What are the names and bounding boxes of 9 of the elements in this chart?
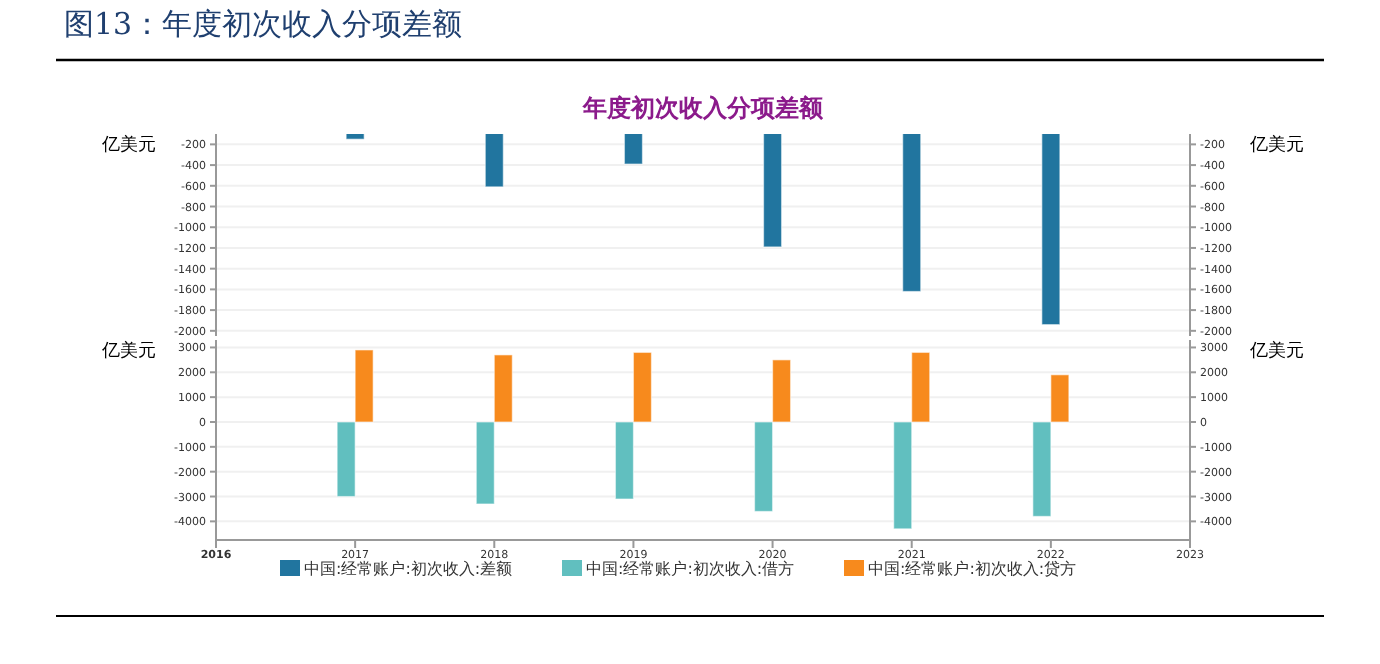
y-axis-title: 亿美元 bbox=[100, 134, 156, 156]
y2-axis-title: 亿美元 bbox=[1248, 134, 1304, 156]
y-axis-title: 亿美元 bbox=[100, 340, 156, 362]
legend-label: 中国:经常账户:初次收入:贷方 bbox=[868, 560, 1077, 578]
legend-label: 中国:经常账户:初次收入:借方 bbox=[586, 560, 795, 578]
y2-axis-title: 亿美元 bbox=[1248, 340, 1304, 362]
chart-title: 图13：年度初次收入分项差额 bbox=[64, 6, 463, 42]
chart-subtitle: 年度初次收入分项差额 bbox=[581, 94, 825, 122]
legend-label: 中国:经常账户:初次收入:差额 bbox=[304, 560, 513, 578]
